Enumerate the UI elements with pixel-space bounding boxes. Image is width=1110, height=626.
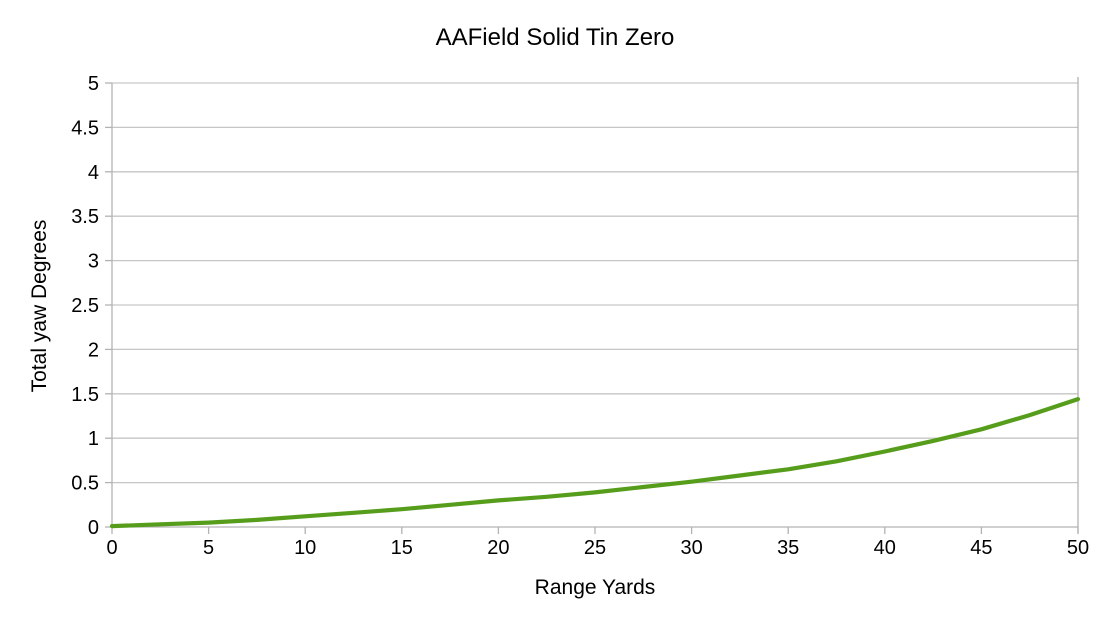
series-line (109, 397, 1081, 529)
x-tick-label: 20 (487, 537, 509, 559)
y-tick-label: 5 (88, 73, 99, 95)
x-tick-label: 50 (1067, 537, 1089, 559)
y-tick-label: 3 (88, 251, 99, 273)
x-tick-label: 10 (294, 537, 316, 559)
x-tick-label: 5 (203, 537, 214, 559)
y-tick-label: 2 (88, 339, 99, 361)
y-tick-label: 3.5 (71, 206, 99, 228)
x-axis-title: Range Yards (534, 576, 656, 599)
x-tick-label: 35 (777, 537, 799, 559)
y-tick-label: 2.5 (71, 295, 99, 317)
x-tick-label: 40 (874, 537, 896, 559)
y-tick-label: 1 (88, 428, 99, 450)
x-tick-label: 15 (391, 537, 413, 559)
chart-title: AAField Solid Tin Zero (435, 24, 675, 51)
x-tick-label: 45 (970, 537, 992, 559)
x-tick-label: 30 (680, 537, 702, 559)
x-tick-label: 0 (106, 537, 117, 559)
x-tick-label: 25 (584, 537, 606, 559)
y-tick-label: 4 (88, 162, 99, 184)
y-tick-label: 1.5 (71, 384, 99, 406)
y-tick-label: 4.5 (71, 117, 99, 139)
y-tick-label: 0.5 (71, 473, 99, 495)
y-tick-label: 0 (88, 517, 99, 539)
